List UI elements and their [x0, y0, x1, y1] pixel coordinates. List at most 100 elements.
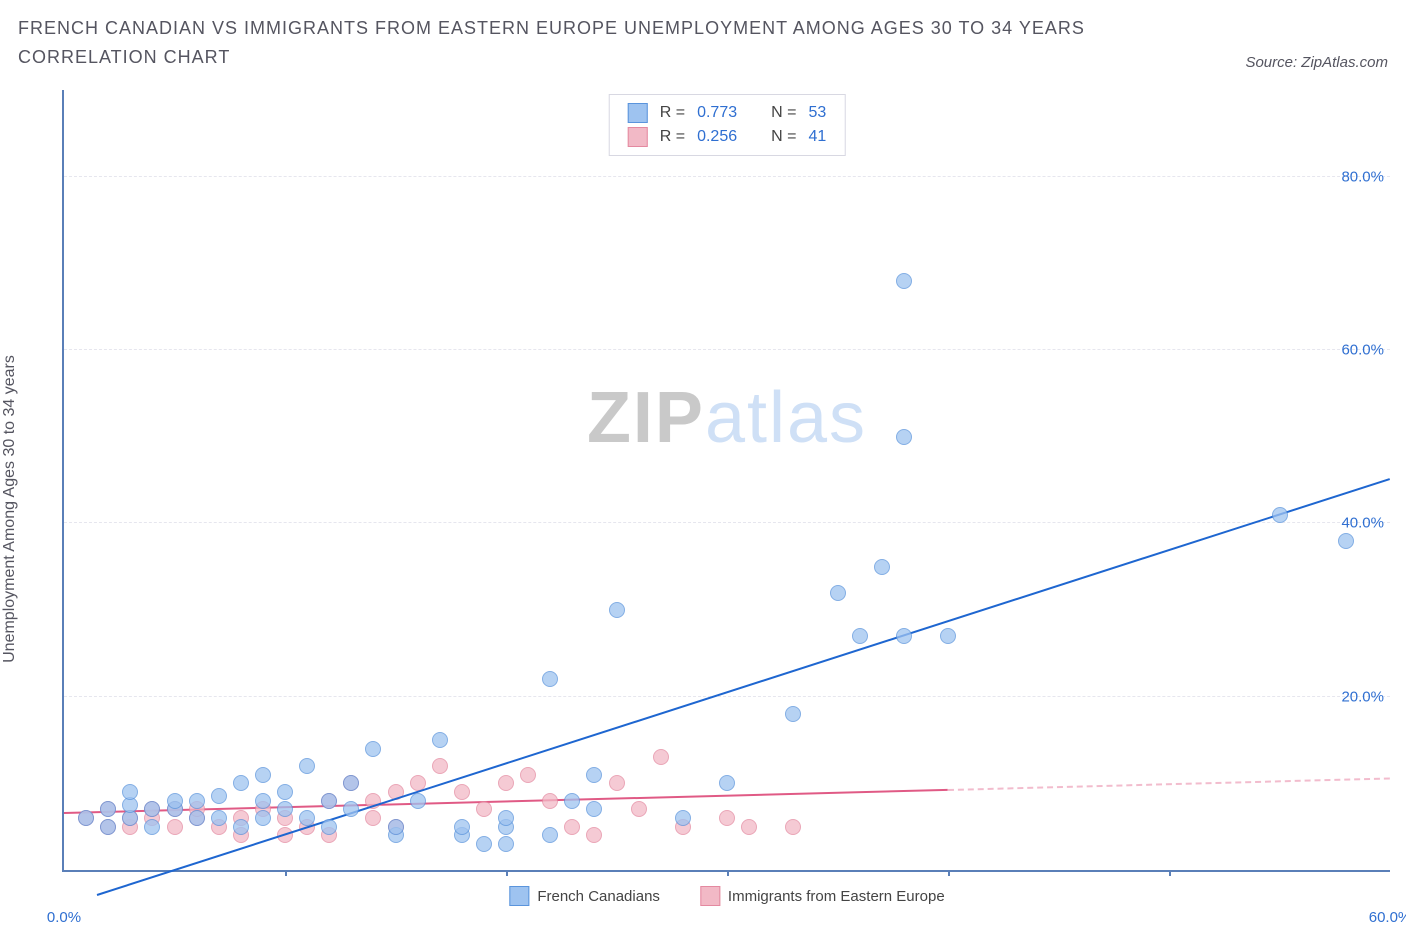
scatter-point [277, 784, 293, 800]
scatter-point [498, 810, 514, 826]
legend-swatch-series0 [628, 103, 648, 123]
scatter-point [896, 628, 912, 644]
chart-title: FRENCH CANADIAN VS IMMIGRANTS FROM EASTE… [18, 14, 1138, 72]
scatter-point [388, 819, 404, 835]
scatter-point [564, 793, 580, 809]
x-tick [727, 870, 729, 876]
scatter-point [299, 758, 315, 774]
scatter-point [144, 819, 160, 835]
legend-n-label: N = [771, 128, 796, 146]
scatter-point [365, 810, 381, 826]
legend-stats-row: R = 0.256 N = 41 [628, 125, 827, 149]
y-axis-label: Unemployment Among Ages 30 to 34 years [1, 355, 19, 663]
legend-r-label: R = [660, 128, 685, 146]
legend-item: Immigrants from Eastern Europe [700, 886, 945, 906]
legend-stats-row: R = 0.773 N = 53 [628, 101, 827, 125]
scatter-point [189, 810, 205, 826]
scatter-point [454, 819, 470, 835]
legend-r-value-0: 0.773 [697, 104, 737, 122]
legend-n-value-0: 53 [808, 104, 826, 122]
scatter-point [586, 767, 602, 783]
scatter-point [299, 810, 315, 826]
grid-line [64, 176, 1390, 177]
legend-item: French Canadians [509, 886, 660, 906]
x-tick-label: 0.0% [47, 909, 81, 926]
scatter-point [896, 429, 912, 445]
legend-swatch-series1 [628, 127, 648, 147]
watermark: ZIPatlas [587, 377, 867, 459]
legend-swatch-series1 [700, 886, 720, 906]
scatter-point [476, 836, 492, 852]
scatter-point [343, 775, 359, 791]
legend-series-label-1: Immigrants from Eastern Europe [728, 888, 945, 905]
scatter-point [653, 749, 669, 765]
legend-n-label: N = [771, 104, 796, 122]
scatter-point [785, 819, 801, 835]
trend-line [948, 777, 1390, 791]
scatter-point [454, 784, 470, 800]
scatter-point [542, 671, 558, 687]
scatter-point [896, 273, 912, 289]
legend-swatch-series0 [509, 886, 529, 906]
scatter-point [277, 801, 293, 817]
grid-line [64, 349, 1390, 350]
scatter-point [211, 788, 227, 804]
scatter-point [785, 706, 801, 722]
scatter-point [144, 801, 160, 817]
x-tick [948, 870, 950, 876]
scatter-point [167, 819, 183, 835]
scatter-point [542, 793, 558, 809]
scatter-point [1338, 533, 1354, 549]
scatter-point [852, 628, 868, 644]
scatter-point [609, 602, 625, 618]
scatter-point [609, 775, 625, 791]
scatter-point [498, 836, 514, 852]
scatter-point [741, 819, 757, 835]
x-tick [1169, 870, 1171, 876]
scatter-point [1272, 507, 1288, 523]
scatter-point [830, 585, 846, 601]
scatter-point [233, 775, 249, 791]
y-tick-label: 60.0% [1341, 342, 1384, 359]
scatter-point [586, 827, 602, 843]
scatter-point [940, 628, 956, 644]
scatter-point [432, 732, 448, 748]
y-tick-label: 20.0% [1341, 688, 1384, 705]
legend-series: French Canadians Immigrants from Eastern… [509, 886, 944, 906]
scatter-point [211, 810, 227, 826]
scatter-point [520, 767, 536, 783]
scatter-point [255, 810, 271, 826]
scatter-point [321, 819, 337, 835]
plot-area: ZIPatlas R = 0.773 N = 53 R = 0.256 N = … [62, 90, 1390, 872]
y-tick-label: 80.0% [1341, 168, 1384, 185]
scatter-point [78, 810, 94, 826]
scatter-point [255, 793, 271, 809]
legend-r-value-1: 0.256 [697, 128, 737, 146]
scatter-point [542, 827, 558, 843]
legend-stats: R = 0.773 N = 53 R = 0.256 N = 41 [609, 94, 846, 156]
trend-line [97, 478, 1390, 896]
scatter-point [233, 819, 249, 835]
scatter-point [564, 819, 580, 835]
scatter-point [476, 801, 492, 817]
scatter-point [631, 801, 647, 817]
x-tick-label: 60.0% [1369, 909, 1406, 926]
x-tick [506, 870, 508, 876]
scatter-point [675, 810, 691, 826]
scatter-point [410, 793, 426, 809]
scatter-point [100, 801, 116, 817]
scatter-point [167, 793, 183, 809]
source-label: Source: ZipAtlas.com [1245, 54, 1388, 71]
scatter-point [189, 793, 205, 809]
scatter-point [874, 559, 890, 575]
legend-r-label: R = [660, 104, 685, 122]
watermark-zip: ZIP [587, 378, 705, 458]
scatter-point [719, 810, 735, 826]
legend-series-label-0: French Canadians [537, 888, 660, 905]
scatter-point [498, 775, 514, 791]
scatter-point [365, 741, 381, 757]
legend-n-value-1: 41 [808, 128, 826, 146]
scatter-point [719, 775, 735, 791]
scatter-point [432, 758, 448, 774]
watermark-atlas: atlas [705, 378, 867, 458]
